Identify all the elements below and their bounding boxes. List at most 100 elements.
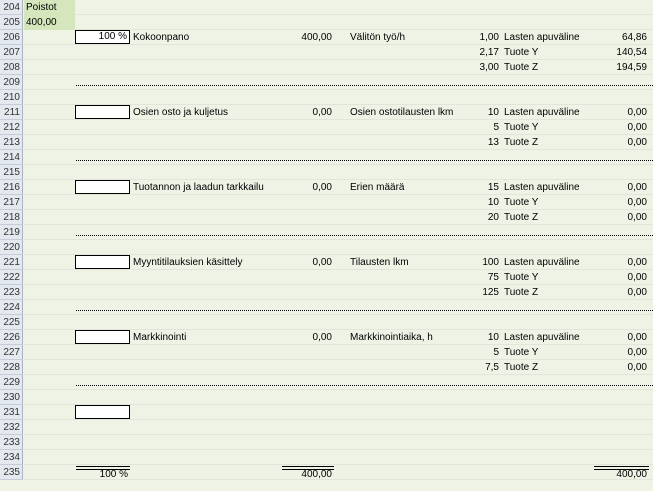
allocation-percent-input[interactable] (75, 330, 130, 344)
poistot-label[interactable]: Poistot (24, 0, 75, 15)
driver-quantity[interactable]: 15 (487, 182, 499, 193)
allocated-cost[interactable]: 0,00 (627, 347, 647, 358)
row-header[interactable]: 219 (0, 225, 23, 240)
activity-name[interactable]: Markkinointi (133, 332, 187, 343)
allocated-cost[interactable]: 194,59 (616, 62, 647, 73)
cost-driver[interactable]: Markkinointiaika, h (350, 332, 433, 343)
row-header[interactable]: 221 (0, 255, 23, 270)
row-header[interactable]: 216 (0, 180, 23, 195)
driver-quantity[interactable]: 5 (493, 347, 499, 358)
total-amount[interactable]: 400,00 (301, 469, 332, 480)
row-header[interactable]: 222 (0, 270, 23, 285)
product-name[interactable]: Lasten apuväline (504, 32, 580, 43)
product-name[interactable]: Tuote Y (504, 47, 539, 58)
allocated-cost[interactable]: 0,00 (627, 107, 647, 118)
product-name[interactable]: Tuote Z (504, 287, 539, 298)
row-header[interactable]: 232 (0, 420, 23, 435)
product-name[interactable]: Tuote Y (504, 272, 539, 283)
allocated-cost[interactable]: 140,54 (616, 47, 647, 58)
allocated-cost[interactable]: 0,00 (627, 197, 647, 208)
driver-quantity[interactable]: 100 (482, 257, 499, 268)
activity-name[interactable]: Tuotannon ja laadun tarkkailu (133, 182, 264, 193)
row-header[interactable]: 208 (0, 60, 23, 75)
row-header[interactable]: 229 (0, 375, 23, 390)
row-header[interactable]: 210 (0, 90, 23, 105)
driver-quantity[interactable]: 20 (487, 212, 499, 223)
row-header[interactable]: 224 (0, 300, 23, 315)
driver-quantity[interactable]: 2,17 (479, 47, 499, 58)
total-percent[interactable]: 100 % (99, 469, 128, 480)
driver-quantity[interactable]: 3,00 (479, 62, 499, 73)
row-header[interactable]: 204 (0, 0, 23, 15)
driver-quantity[interactable]: 7,5 (485, 362, 499, 373)
driver-quantity[interactable]: 13 (487, 137, 499, 148)
activity-amount[interactable]: 0,00 (312, 332, 332, 343)
row-header[interactable]: 211 (0, 105, 23, 120)
product-name[interactable]: Lasten apuväline (504, 107, 580, 118)
allocated-cost[interactable]: 0,00 (627, 137, 647, 148)
row-header[interactable]: 214 (0, 150, 23, 165)
product-name[interactable]: Tuote Y (504, 197, 539, 208)
row-header[interactable]: 227 (0, 345, 23, 360)
row-header[interactable]: 213 (0, 135, 23, 150)
allocated-cost[interactable]: 0,00 (627, 122, 647, 133)
allocation-percent-input[interactable] (75, 180, 130, 194)
row-header[interactable]: 209 (0, 75, 23, 90)
row-header[interactable]: 230 (0, 390, 23, 405)
poistot-value[interactable]: 400,00 (24, 15, 75, 30)
product-name[interactable]: Tuote Z (504, 212, 539, 223)
row-header[interactable]: 217 (0, 195, 23, 210)
cost-driver[interactable]: Välitön työ/h (350, 32, 406, 43)
allocated-cost[interactable]: 0,00 (627, 182, 647, 193)
driver-quantity[interactable]: 10 (487, 107, 499, 118)
cost-driver[interactable]: Erien määrä (350, 182, 405, 193)
allocated-cost[interactable]: 64,86 (621, 32, 647, 43)
row-header[interactable]: 223 (0, 285, 23, 300)
row-header[interactable]: 233 (0, 435, 23, 450)
product-name[interactable]: Lasten apuväline (504, 332, 580, 343)
allocated-cost[interactable]: 0,00 (627, 362, 647, 373)
driver-quantity[interactable]: 10 (487, 332, 499, 343)
activity-amount[interactable]: 0,00 (312, 182, 332, 193)
activity-name[interactable]: Kokoonpano (133, 32, 190, 43)
row-header[interactable]: 218 (0, 210, 23, 225)
cost-driver[interactable]: Tilausten lkm (350, 257, 409, 268)
row-header[interactable]: 225 (0, 315, 23, 330)
product-name[interactable]: Lasten apuväline (504, 182, 580, 193)
allocated-cost[interactable]: 0,00 (627, 332, 647, 343)
allocation-percent-input[interactable] (75, 255, 130, 269)
allocation-percent-input[interactable]: 100 % (75, 30, 130, 44)
allocated-cost[interactable]: 0,00 (627, 287, 647, 298)
allocated-cost[interactable]: 0,00 (627, 257, 647, 268)
row-header[interactable]: 228 (0, 360, 23, 375)
driver-quantity[interactable]: 1,00 (479, 32, 499, 43)
row-header[interactable]: 215 (0, 165, 23, 180)
product-name[interactable]: Tuote Y (504, 347, 539, 358)
row-header[interactable]: 205 (0, 15, 23, 30)
product-name[interactable]: Tuote Z (504, 137, 539, 148)
driver-quantity[interactable]: 5 (493, 122, 499, 133)
total-cost[interactable]: 400,00 (616, 469, 647, 480)
product-name[interactable]: Lasten apuväline (504, 257, 580, 268)
allocation-percent-input[interactable] (75, 105, 130, 119)
allocation-percent-input[interactable] (75, 405, 130, 419)
product-name[interactable]: Tuote Y (504, 122, 539, 133)
row-header[interactable]: 226 (0, 330, 23, 345)
driver-quantity[interactable]: 75 (487, 272, 499, 283)
row-header[interactable]: 220 (0, 240, 23, 255)
row-header[interactable]: 231 (0, 405, 23, 420)
row-header[interactable]: 212 (0, 120, 23, 135)
activity-name[interactable]: Myyntitilauksien käsittely (133, 257, 243, 268)
driver-quantity[interactable]: 10 (487, 197, 499, 208)
row-header[interactable]: 235 (0, 465, 23, 480)
allocated-cost[interactable]: 0,00 (627, 272, 647, 283)
activity-amount[interactable]: 0,00 (312, 257, 332, 268)
row-header[interactable]: 234 (0, 450, 23, 465)
allocated-cost[interactable]: 0,00 (627, 212, 647, 223)
product-name[interactable]: Tuote Z (504, 362, 539, 373)
product-name[interactable]: Tuote Z (504, 62, 539, 73)
driver-quantity[interactable]: 125 (482, 287, 499, 298)
activity-name[interactable]: Osien osto ja kuljetus (133, 107, 229, 118)
cost-driver[interactable]: Osien ostotilausten lkm (350, 107, 454, 118)
activity-amount[interactable]: 400,00 (301, 32, 332, 43)
